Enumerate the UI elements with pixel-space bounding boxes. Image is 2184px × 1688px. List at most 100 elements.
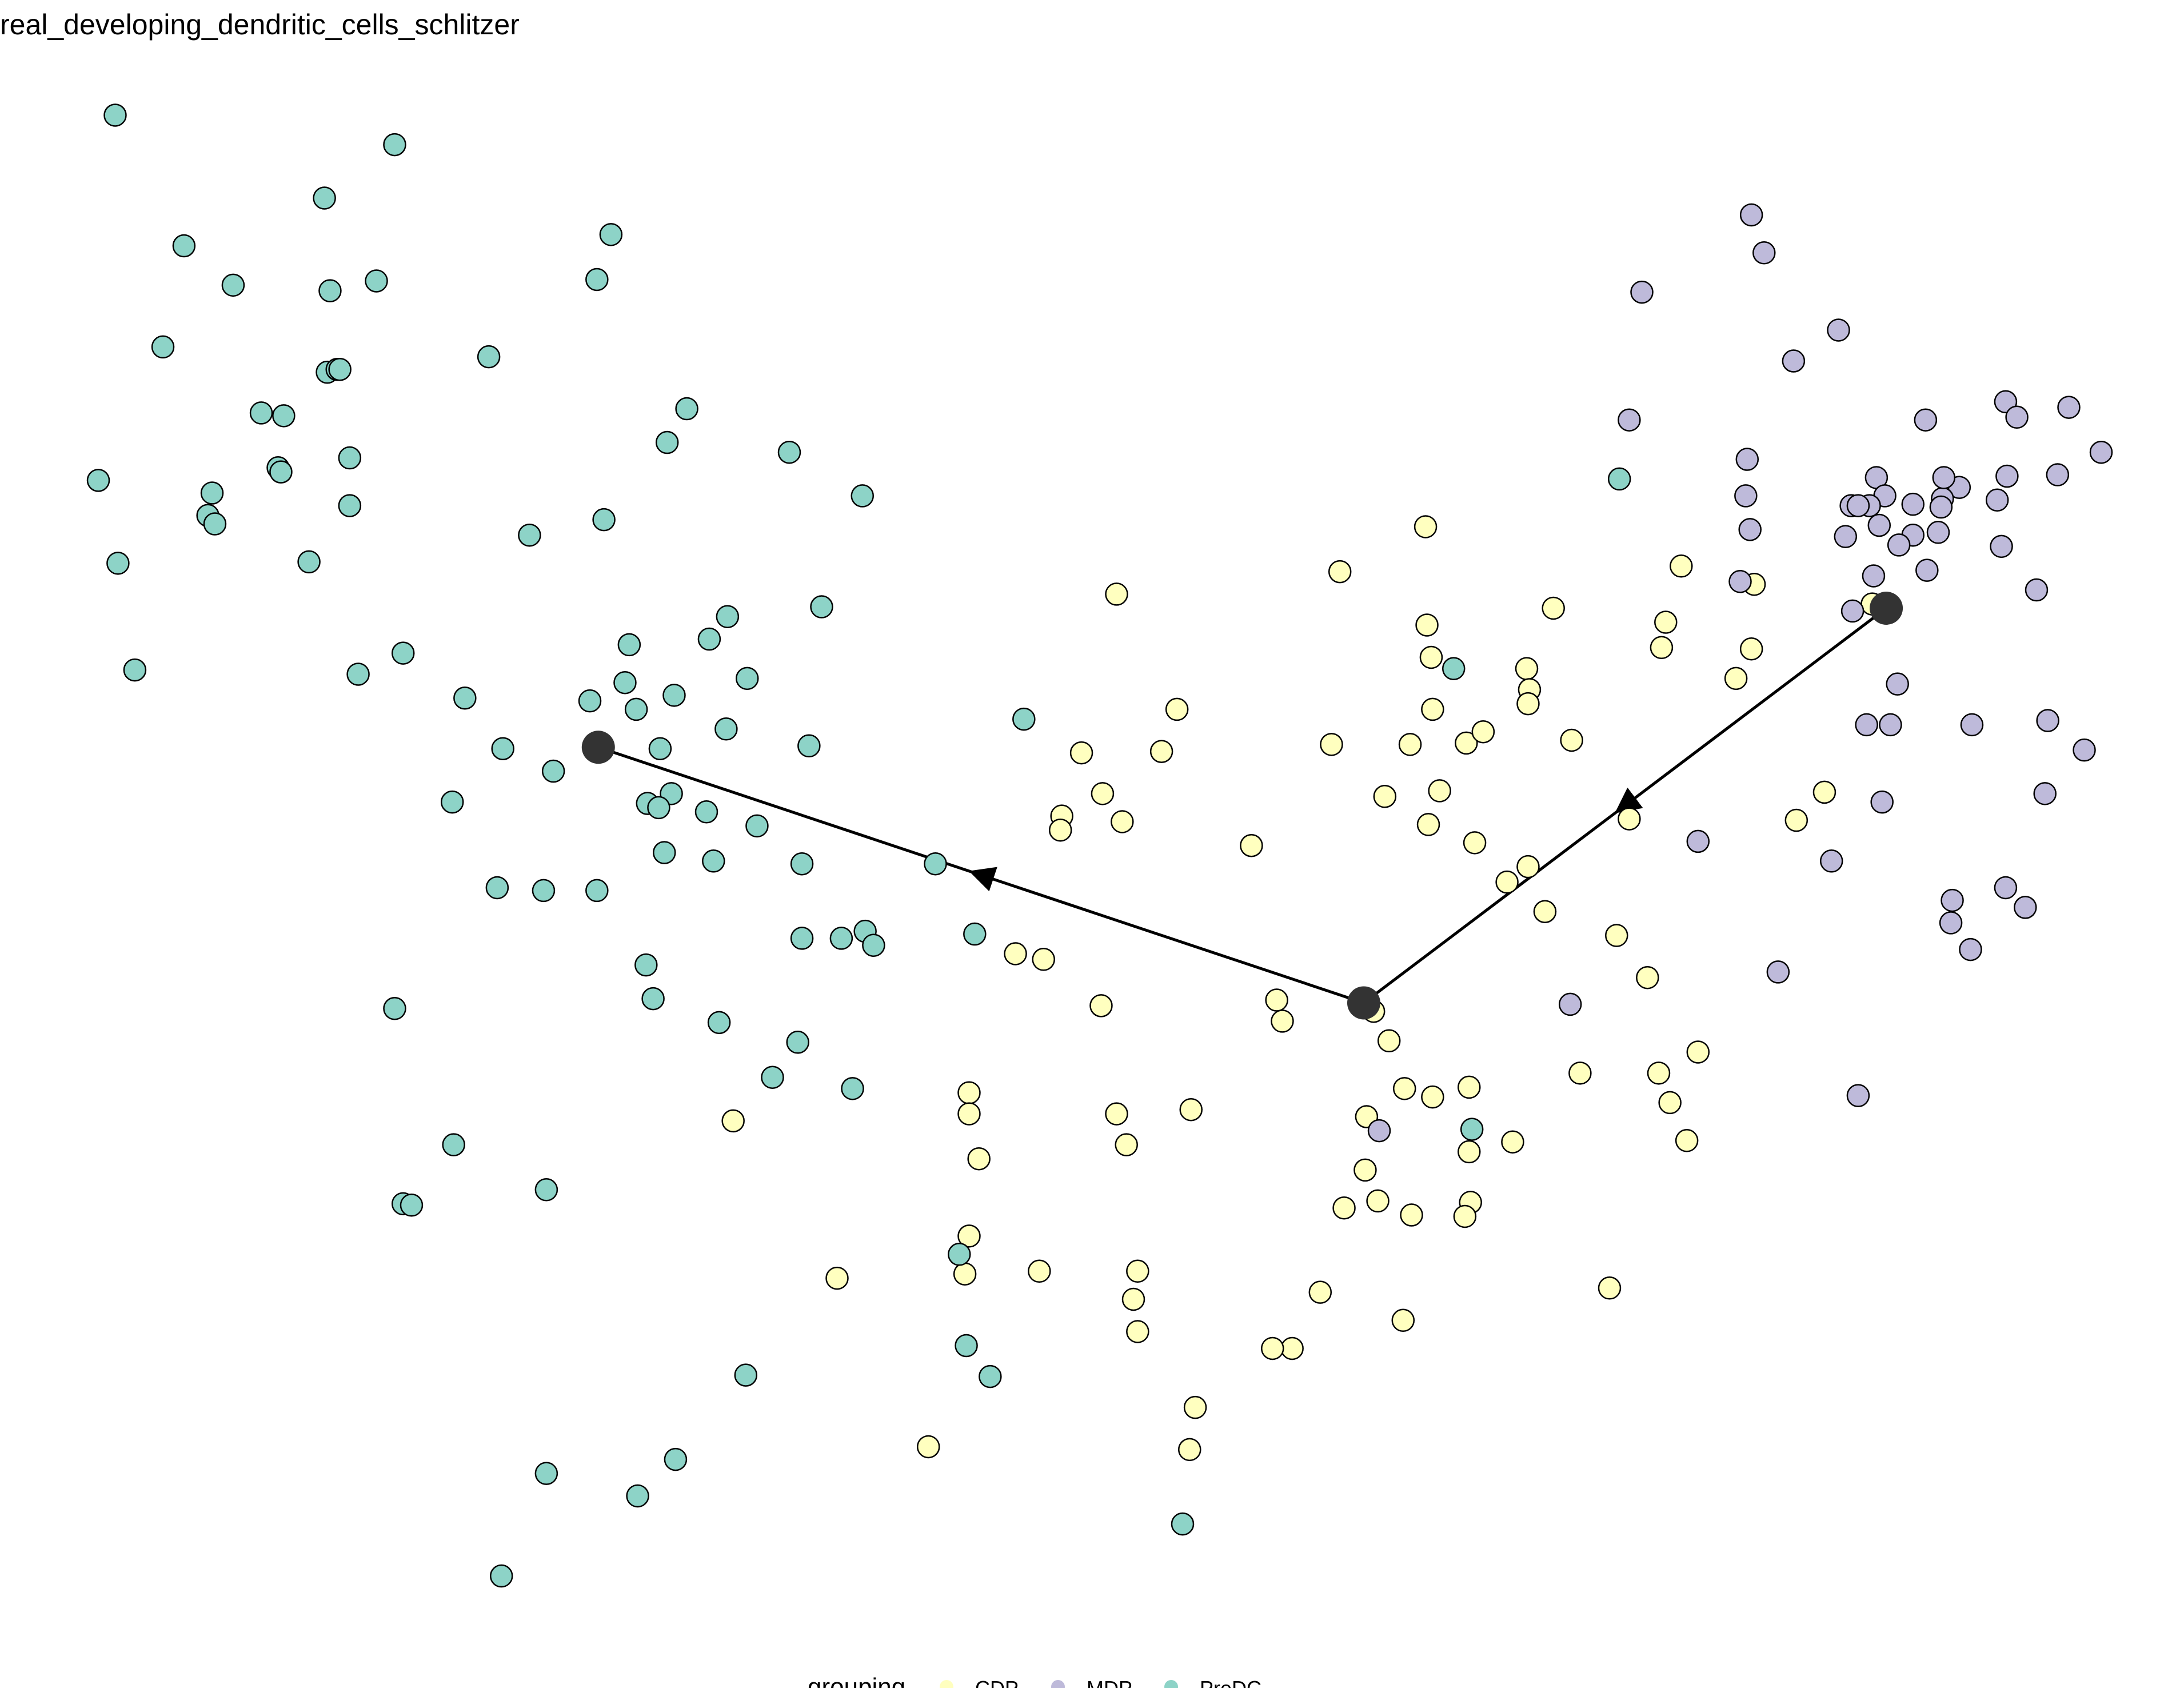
- point-cdp-20: [1533, 900, 1557, 923]
- point-cdp-77: [953, 1262, 977, 1286]
- point-cdp-43: [1392, 1077, 1416, 1100]
- point-predc-45: [453, 686, 477, 710]
- point-mdp-35: [1862, 564, 1886, 588]
- point-predc-5: [318, 279, 342, 302]
- point-cdp-60: [1111, 810, 1134, 833]
- point-predc-50: [541, 759, 565, 783]
- point-cdp-59: [1091, 782, 1115, 805]
- point-cdp-24: [1670, 554, 1693, 578]
- point-predc-57: [702, 849, 725, 873]
- point-mdp-6: [1735, 448, 1759, 471]
- point-predc-75: [761, 1066, 784, 1089]
- point-predc-12: [272, 404, 296, 428]
- point-mdp-10: [1994, 390, 2018, 414]
- point-cdp-4: [1419, 645, 1443, 669]
- point-cdp-9: [1515, 657, 1539, 680]
- legend-swatch-cdp: [940, 1680, 953, 1688]
- legend-entries: CDP MDP PreDC: [940, 1677, 1261, 1688]
- point-mdp-8: [1738, 518, 1762, 541]
- point-cdp-32: [1686, 1040, 1710, 1064]
- point-cdp-65: [1271, 1009, 1294, 1033]
- point-predc-62: [440, 790, 464, 814]
- legend-label-predc: PreDC: [1200, 1677, 1261, 1688]
- point-predc-23: [123, 658, 147, 682]
- point-cdp-29: [1784, 808, 1808, 832]
- point-predc-76: [841, 1077, 864, 1100]
- point-predc-27: [599, 223, 623, 246]
- point-predc-65: [1442, 657, 1466, 680]
- point-cdp-37: [1501, 1130, 1524, 1154]
- point-predc-42: [613, 671, 637, 695]
- point-predc-63: [924, 852, 947, 876]
- point-cdp-38: [1458, 1075, 1481, 1099]
- trajectory-node-1: [1347, 986, 1380, 1020]
- point-mdp-12: [2057, 396, 2081, 419]
- point-cdp-50: [1400, 1203, 1423, 1227]
- point-predc-32: [518, 523, 541, 547]
- point-predc-10: [328, 358, 352, 381]
- point-predc-89: [489, 1564, 513, 1588]
- legend-label-cdp: CDP: [975, 1677, 1019, 1688]
- point-cdp-52: [1308, 1280, 1332, 1304]
- point-mdp-24: [1915, 558, 1939, 582]
- point-mdp-33: [1834, 525, 1858, 548]
- point-predc-35: [810, 595, 833, 618]
- point-predc-25: [391, 641, 415, 665]
- point-predc-70: [790, 927, 814, 950]
- point-mdp-40: [1855, 713, 1878, 737]
- point-cdp-30: [1605, 924, 1628, 947]
- point-cdp-86: [721, 1109, 745, 1133]
- point-mdp-47: [1819, 849, 1843, 873]
- point-predc-84: [979, 1364, 1002, 1388]
- point-predc-73: [707, 1011, 731, 1035]
- point-mdp-3: [1827, 318, 1850, 342]
- point-mdp-1: [1752, 241, 1776, 265]
- point-predc-21: [106, 552, 130, 575]
- point-cdp-18: [1516, 855, 1540, 879]
- point-predc-16: [338, 494, 362, 517]
- point-cdp-35: [1675, 1129, 1699, 1152]
- point-predc-3: [172, 234, 196, 258]
- point-mdp-45: [1870, 790, 1894, 814]
- point-mdp-38: [1886, 672, 1909, 696]
- point-cdp-0: [1105, 582, 1128, 606]
- point-predc-26: [477, 345, 501, 369]
- point-mdp-0: [1739, 203, 1763, 227]
- point-mdp-37: [1840, 599, 1864, 623]
- point-mdp-5: [1618, 408, 1641, 432]
- point-cdp-1: [1328, 560, 1352, 584]
- point-cdp-12: [1542, 596, 1565, 620]
- point-predc-7: [151, 335, 175, 359]
- point-mdp-22: [1929, 495, 1953, 519]
- legend-label-mdp: MDP: [1087, 1677, 1132, 1688]
- point-mdp-48: [1941, 888, 1964, 912]
- point-cdp-84: [916, 1435, 940, 1459]
- point-predc-55: [745, 814, 769, 838]
- point-predc-47: [714, 717, 738, 741]
- point-predc-33: [777, 440, 801, 464]
- point-predc-29: [675, 397, 698, 421]
- point-cdp-82: [1183, 1395, 1207, 1419]
- point-mdp-54: [1558, 992, 1582, 1016]
- point-mdp-39: [1879, 713, 1902, 737]
- point-predc-14: [269, 460, 293, 484]
- point-mdp-7: [1734, 484, 1758, 508]
- point-mdp-16: [1985, 488, 2009, 512]
- point-cdp-73: [957, 1081, 981, 1104]
- point-predc-43: [578, 689, 602, 713]
- point-predc-4: [221, 273, 245, 297]
- point-predc-90: [1171, 1512, 1195, 1536]
- point-predc-1: [383, 133, 406, 157]
- point-cdp-33: [1647, 1062, 1671, 1085]
- point-mdp-9: [1914, 408, 1938, 432]
- point-cdp-39: [1458, 1140, 1481, 1164]
- point-mdp-13: [2089, 440, 2113, 464]
- point-mdp-30: [1867, 513, 1891, 537]
- point-cdp-17: [1463, 831, 1487, 855]
- point-cdp-75: [967, 1147, 991, 1171]
- point-cdp-31: [1636, 965, 1659, 989]
- point-cdp-5: [1421, 697, 1444, 721]
- point-mdp-52: [1959, 937, 1982, 961]
- point-mdp-44: [2033, 782, 2057, 805]
- point-cdp-21: [1618, 807, 1641, 831]
